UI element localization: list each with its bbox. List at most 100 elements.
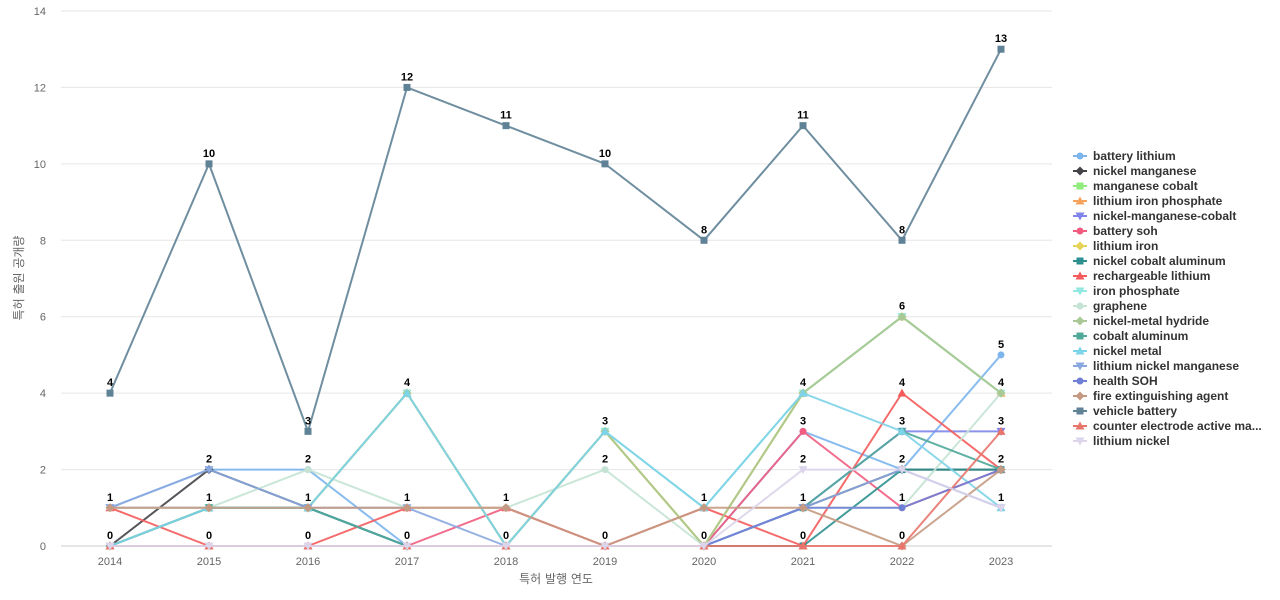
series-17[interactable] (106, 45, 1005, 435)
data-point (204, 503, 214, 513)
data-label: 5 (998, 339, 1004, 351)
data-point (402, 388, 412, 397)
legend-label: vehicle battery (1093, 404, 1177, 418)
series-0[interactable] (106, 351, 1005, 550)
data-point (303, 542, 313, 551)
legend-item[interactable]: graphene (1073, 299, 1147, 313)
data-point (402, 542, 412, 551)
data-point (898, 236, 906, 244)
legend-item[interactable]: manganese cobalt (1073, 179, 1198, 193)
legend-item[interactable]: nickel-manganese-cobalt (1073, 209, 1236, 223)
data-point (204, 466, 214, 475)
series-line[interactable] (109, 315, 1002, 547)
data-label: 3 (998, 415, 1004, 427)
data-point (502, 122, 510, 130)
legend-label: nickel-manganese-cobalt (1093, 209, 1236, 223)
data-label: 11 (500, 110, 512, 122)
legend-marker (1076, 227, 1084, 235)
series-line[interactable] (109, 468, 1002, 547)
x-tick-label: 2022 (890, 556, 914, 568)
legend-item[interactable]: fire extinguishing agent (1073, 389, 1228, 403)
series-line[interactable] (109, 315, 1002, 547)
data-point (699, 503, 709, 513)
data-label: 0 (899, 530, 905, 542)
legend-item[interactable]: counter electrode active ma... (1073, 419, 1262, 433)
x-tick-label: 2020 (692, 556, 716, 568)
legend-label: nickel manganese (1093, 164, 1197, 178)
data-point (898, 504, 906, 512)
data-label: 2 (206, 454, 212, 466)
legend-marker (1075, 196, 1085, 205)
legend-marker (1075, 421, 1085, 430)
data-label: 3 (899, 415, 905, 427)
series-line[interactable] (109, 468, 1002, 547)
series-line[interactable] (109, 48, 1002, 433)
series-3[interactable] (105, 312, 1006, 550)
data-label: 2 (998, 454, 1004, 466)
legend-label: nickel metal (1093, 344, 1162, 358)
data-label: 2 (800, 454, 806, 466)
legend-item[interactable]: rechargeable lithium (1073, 269, 1210, 283)
legend-item[interactable]: lithium iron (1073, 239, 1158, 253)
legend-item[interactable]: iron phosphate (1073, 284, 1180, 298)
series-6[interactable] (105, 312, 1006, 551)
data-label: 1 (998, 492, 1004, 504)
legend-item[interactable]: health SOH (1073, 374, 1158, 388)
data-point (501, 503, 511, 513)
data-point (303, 503, 313, 513)
y-tick-label: 0 (40, 541, 46, 553)
legend-label: fire extinguishing agent (1093, 389, 1228, 403)
x-tick-label: 2023 (989, 556, 1013, 568)
data-label: 4 (107, 377, 114, 389)
data-label: 2 (305, 454, 311, 466)
data-point (798, 541, 808, 550)
data-point (204, 542, 214, 551)
legend-item[interactable]: lithium iron phosphate (1073, 194, 1223, 208)
data-point (601, 466, 609, 474)
x-tick-label: 2014 (98, 556, 122, 568)
legend-item[interactable]: nickel manganese (1073, 164, 1197, 178)
series-11[interactable] (105, 312, 1006, 551)
series-2[interactable] (106, 313, 1005, 550)
legend-label: health SOH (1093, 374, 1158, 388)
data-point (897, 312, 907, 322)
legend-item[interactable]: vehicle battery (1073, 404, 1177, 418)
data-point (105, 542, 115, 551)
series-line[interactable] (109, 315, 1002, 547)
series-lines (105, 45, 1006, 551)
series-19[interactable] (105, 466, 1006, 551)
legend-marker (1075, 271, 1085, 280)
series-line[interactable] (109, 353, 1002, 547)
legend-item[interactable]: nickel cobalt aluminum (1073, 254, 1226, 268)
legend-item[interactable]: nickel-metal hydride (1073, 314, 1209, 328)
data-label: 12 (401, 71, 413, 83)
series-9[interactable] (105, 313, 1006, 551)
data-label: 0 (107, 530, 113, 542)
legend-label: nickel-metal hydride (1093, 314, 1209, 328)
y-axis-ticks: 0 2 4 6 8 10 12 14 (34, 6, 46, 553)
series-line[interactable] (109, 315, 1002, 547)
legend-item[interactable]: cobalt aluminum (1073, 329, 1188, 343)
legend-label: battery lithium (1093, 149, 1176, 163)
data-point (996, 388, 1006, 398)
data-point (997, 351, 1005, 359)
legend-item[interactable]: battery soh (1073, 224, 1158, 238)
data-label: 0 (404, 530, 410, 542)
legend-item[interactable]: lithium nickel manganese (1073, 359, 1239, 373)
legend-item[interactable]: lithium nickel (1073, 434, 1170, 448)
legend-item[interactable]: battery lithium (1073, 149, 1176, 163)
data-label: 1 (107, 492, 113, 504)
legend-item[interactable]: nickel metal (1073, 344, 1162, 358)
legend-marker (1075, 437, 1085, 446)
y-axis-title: 특허 출원 공개량 (12, 236, 26, 321)
legend-label: counter electrode active ma... (1093, 419, 1262, 433)
data-point (105, 503, 115, 513)
x-tick-label: 2015 (197, 556, 221, 568)
y-tick-label: 6 (40, 312, 46, 324)
data-point (600, 426, 610, 435)
data-label: 3 (602, 415, 608, 427)
series-line[interactable] (109, 315, 1002, 547)
y-tick-label: 12 (34, 82, 46, 94)
